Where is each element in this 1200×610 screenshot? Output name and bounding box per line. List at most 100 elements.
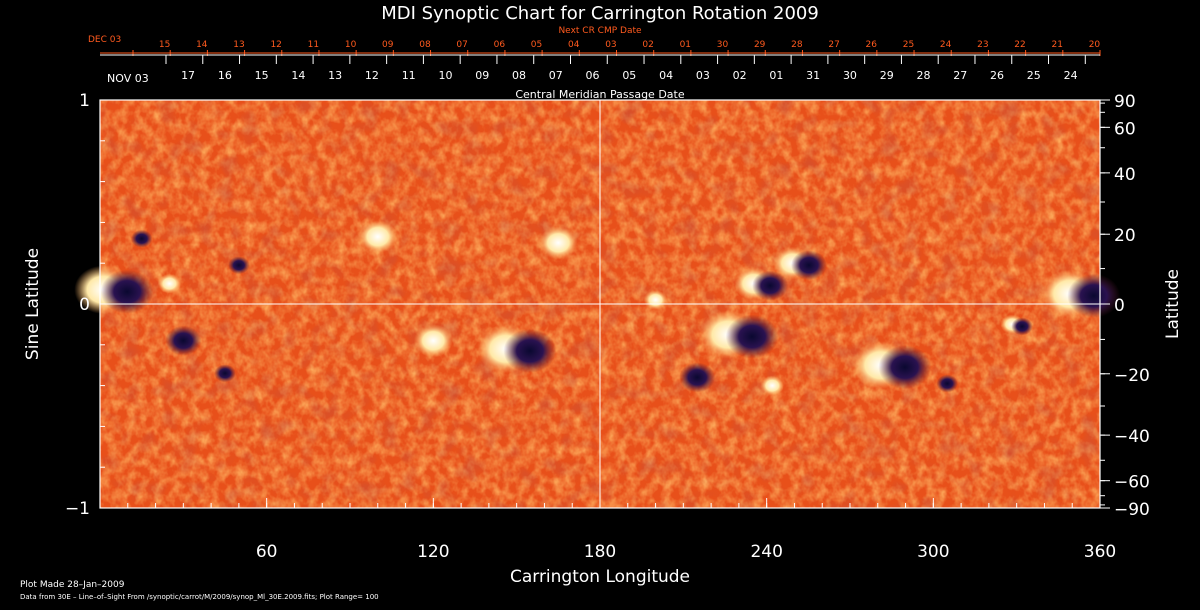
cmp-axis-title: Central Meridian Passage Date: [515, 88, 684, 101]
next-cmp-date-label: 12: [270, 40, 281, 50]
x-tick-label: 180: [584, 542, 616, 562]
next-cmp-date-label: 30: [717, 40, 729, 50]
active-region: [734, 267, 789, 301]
negative-polarity-patch: [100, 269, 154, 314]
cmp-date-label: 13: [328, 69, 342, 82]
active-region: [643, 290, 668, 310]
x-tick-label: 300: [917, 542, 949, 562]
active-region: [358, 220, 398, 254]
y-tick-label-left: 1: [79, 91, 90, 111]
negative-polarity-patch: [165, 325, 202, 356]
next-cmp-date-label: 07: [456, 40, 467, 50]
next-cmp-date-label: 25: [903, 40, 914, 50]
x-axis-label: Carrington Longitude: [510, 567, 690, 587]
x-tick-label: 360: [1084, 542, 1116, 562]
next-cmp-date-label: 27: [828, 40, 839, 50]
y-tick-label-left: −1: [65, 499, 90, 519]
y-tick-label-right: 90: [1114, 92, 1136, 112]
active-region: [130, 229, 153, 248]
cmp-date-label: 24: [1064, 69, 1078, 82]
cmp-date-label: 15: [255, 69, 269, 82]
positive-polarity-patch: [358, 220, 398, 254]
y-tick-label-right: −60: [1114, 473, 1150, 493]
active-region: [773, 246, 827, 281]
cmp-date-label: 11: [402, 69, 416, 82]
x-tick-label: 60: [256, 542, 278, 562]
latitude-axis: 90 60 40 20 0 −20 −40 −60 −90: [1100, 92, 1150, 520]
cmp-date-axis: NOV 03 Central Meridian Passage Date 17 1…: [100, 54, 1100, 101]
active-region: [538, 226, 578, 260]
active-region: [1000, 314, 1033, 336]
next-cmp-start-label: DEC 03: [88, 35, 121, 45]
cmp-date-label: 28: [916, 69, 930, 82]
longitude-axis: 60 120 180 240 300 360: [127, 498, 1116, 562]
negative-polarity-patch: [503, 328, 557, 373]
cmp-date-label: 12: [365, 69, 379, 82]
next-cmp-date-label: 02: [642, 40, 653, 50]
active-region: [413, 324, 453, 358]
next-cmp-date-label: 15: [159, 40, 170, 50]
active-region: [852, 341, 932, 390]
next-cmp-date-label: 29: [754, 40, 766, 50]
cmp-date-label: 07: [549, 69, 563, 82]
next-cmp-date-label: 21: [1052, 40, 1063, 50]
next-cmp-date-label: 01: [680, 40, 691, 50]
positive-polarity-patch: [157, 273, 182, 294]
cmp-date-label: 26: [990, 69, 1004, 82]
active-region: [679, 362, 716, 393]
positive-polarity-patch: [413, 324, 453, 358]
cmp-date-label: 14: [291, 69, 305, 82]
next-cmp-date-label: 26: [866, 40, 878, 50]
sine-latitude-axis: 1 0 −1: [65, 91, 110, 519]
active-region: [760, 375, 784, 396]
next-cmp-date-label: 11: [308, 40, 319, 50]
cmp-date-label: 31: [806, 69, 820, 82]
negative-polarity-patch: [725, 314, 779, 359]
active-region: [228, 256, 250, 275]
chart-title: MDI Synoptic Chart for Carrington Rotati…: [381, 3, 819, 24]
cmp-date-label: 17: [181, 69, 195, 82]
next-cmp-date-label: 09: [382, 40, 394, 50]
active-region: [936, 374, 959, 393]
y-tick-label-right: 40: [1114, 165, 1136, 185]
next-cmp-date-label: 20: [1089, 40, 1101, 50]
cmp-date-label: 05: [622, 69, 636, 82]
cmp-date-label: 30: [843, 69, 857, 82]
negative-polarity-patch: [752, 270, 789, 301]
next-cmp-date-label: 03: [605, 40, 616, 50]
next-cmp-date-label: 08: [419, 40, 431, 50]
next-cmp-date-label: 06: [494, 40, 506, 50]
plot-area: [74, 99, 1121, 509]
y-tick-label-right: −20: [1114, 366, 1150, 386]
y-axis-label-left: Sine Latitude: [23, 248, 43, 360]
next-cmp-date-label: 10: [345, 40, 357, 50]
negative-polarity-patch: [228, 256, 250, 275]
cmp-start-label: NOV 03: [107, 72, 149, 85]
active-regions: [74, 220, 1121, 396]
active-region: [699, 310, 779, 359]
next-cmp-date-label: 04: [568, 40, 580, 50]
next-cmp-date-axis: Next CR CMP Date DEC 03 15 14 13 12 11 10 09 08…: [88, 26, 1101, 56]
y-axis-label-right: Latitude: [1163, 269, 1183, 339]
cmp-date-label: 27: [953, 69, 967, 82]
next-cmp-date-label: 05: [531, 40, 542, 50]
positive-polarity-patch: [760, 375, 784, 396]
x-tick-label: 120: [417, 542, 449, 562]
cmp-date-label: 16: [218, 69, 232, 82]
cmp-date-label: 25: [1027, 69, 1041, 82]
negative-polarity-patch: [936, 374, 959, 393]
negative-polarity-patch: [1011, 317, 1033, 336]
next-cmp-axis-title: Next CR CMP Date: [558, 26, 642, 36]
y-tick-label-right: −90: [1114, 500, 1150, 520]
cmp-date-label: 29: [880, 69, 894, 82]
next-cmp-date-label: 13: [233, 40, 244, 50]
cmp-date-label: 08: [512, 69, 526, 82]
negative-polarity-patch: [130, 229, 153, 248]
y-tick-label-right: 0: [1114, 296, 1125, 316]
cmp-date-label: 06: [586, 69, 600, 82]
y-tick-label-left: 0: [79, 295, 90, 315]
active-region: [1040, 269, 1121, 318]
y-tick-label-right: 20: [1114, 226, 1136, 246]
cmp-date-label: 04: [659, 69, 673, 82]
active-region: [165, 325, 202, 356]
